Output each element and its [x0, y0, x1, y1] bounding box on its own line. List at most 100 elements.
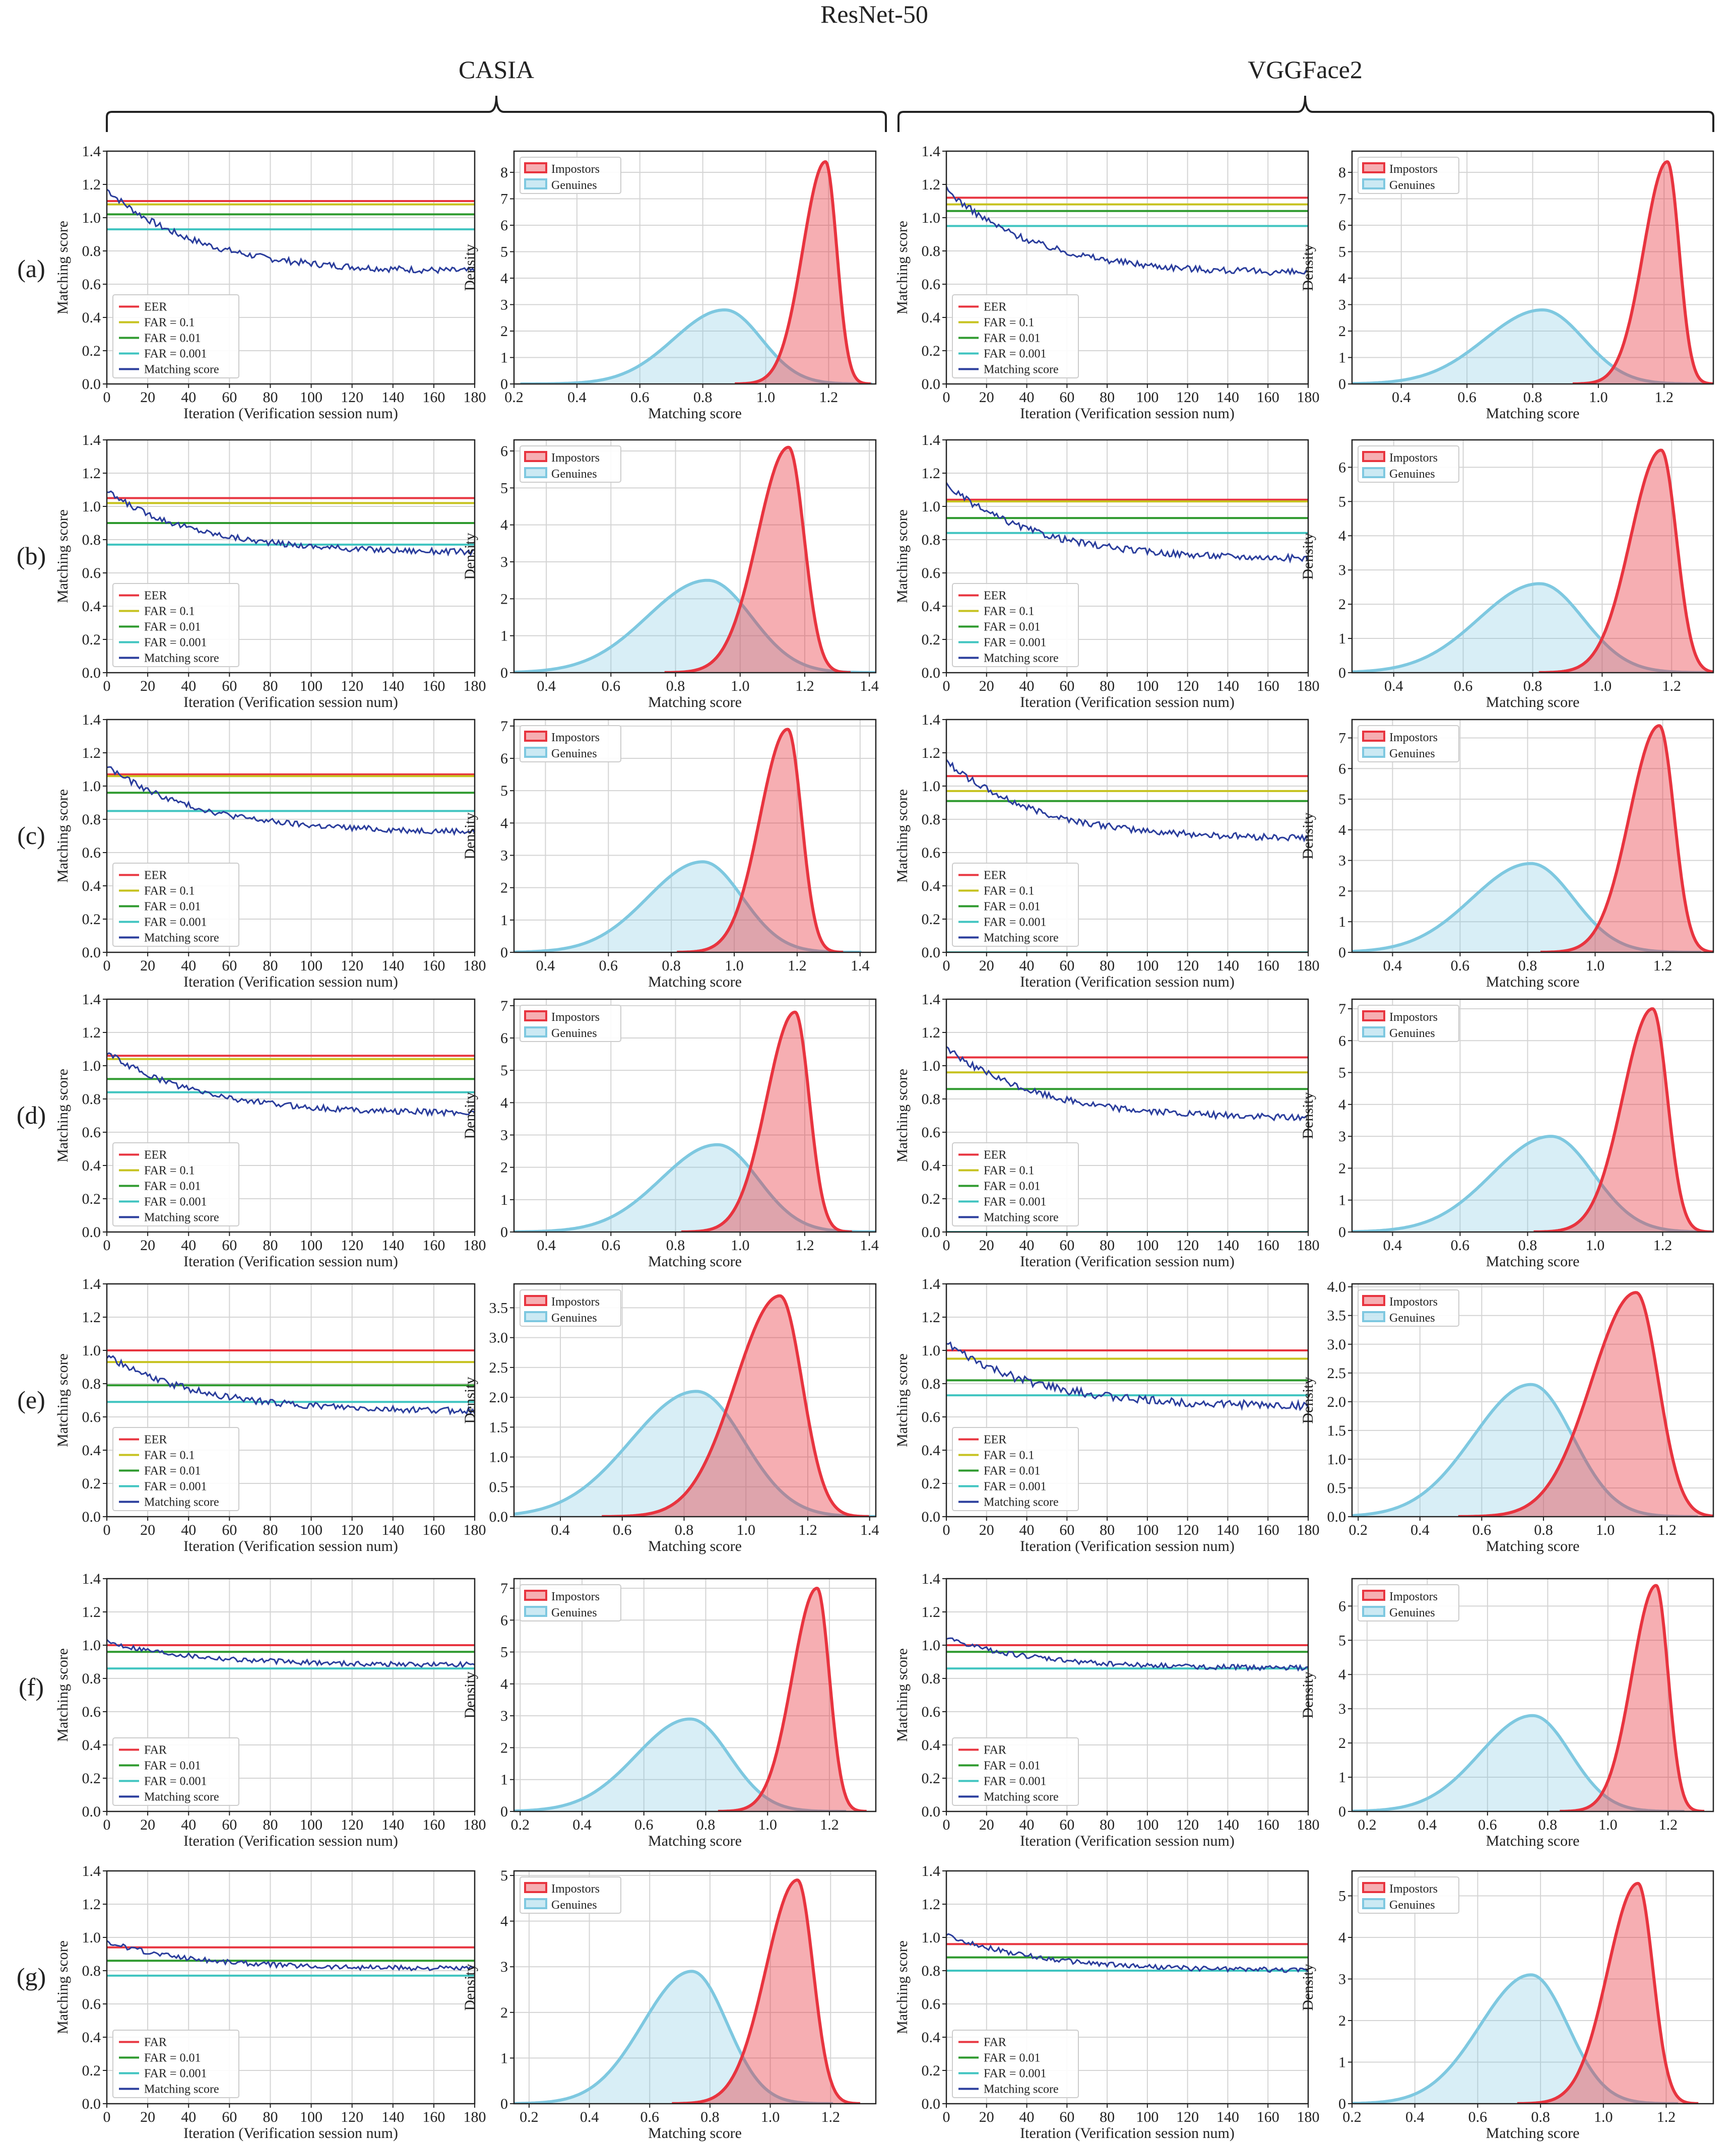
legend-swatch [1362, 1311, 1385, 1322]
plot-frame [513, 1578, 877, 1812]
x-axis-label: Matching score [648, 2125, 742, 2141]
x-axis-label: Iteration (Verification session num) [183, 1833, 398, 1849]
genuines-area [1352, 1975, 1679, 2104]
y-tick-label: 0 [1338, 1224, 1346, 1241]
legend-label: Genuines [1389, 468, 1435, 481]
x-tick-label: 0.8 [675, 1522, 694, 1538]
y-tick-label: 1.4 [922, 991, 941, 1008]
y-tick-label: 1.0 [82, 498, 101, 515]
legend-label: EER [984, 869, 1006, 882]
x-tick-label: 0 [943, 1237, 950, 1254]
plot-frame [1351, 1578, 1714, 1812]
x-tick-label: 40 [181, 678, 196, 694]
x-tick-label: 20 [140, 2109, 155, 2125]
x-tick-label: 180 [1297, 2109, 1320, 2125]
y-tick-label: 0.0 [922, 1803, 941, 1820]
genuines-area [1352, 1136, 1713, 1232]
y-tick-label: 5 [500, 1867, 508, 1884]
legend-label: Genuines [551, 179, 597, 192]
legend-label: Impostors [1389, 731, 1438, 744]
y-tick-label: 1 [500, 350, 508, 366]
row-label-c: (c) [17, 821, 45, 850]
y-tick-label: 6 [500, 1612, 508, 1629]
plot-frame [945, 1870, 1309, 2105]
matching-score-line [946, 759, 1308, 842]
x-tick-label: 0.8 [1523, 389, 1542, 406]
legend-label: Impostors [551, 1590, 600, 1603]
impostors-area [1533, 1009, 1712, 1232]
legend-label: FAR [984, 1744, 1006, 1757]
y-tick-label: 0.8 [82, 1963, 101, 1979]
legend-swatch [524, 747, 547, 758]
y-tick-label: 0.8 [922, 1963, 941, 1979]
y-tick-label: 2 [500, 880, 508, 896]
series-group [514, 728, 862, 952]
x-tick-label: 0.8 [1518, 1237, 1537, 1254]
series-group [1352, 160, 1713, 384]
x-tick-label: 0 [103, 389, 111, 406]
x-tick-label: 120 [341, 678, 363, 694]
x-tick-label: 100 [300, 678, 323, 694]
y-tick-label: 0 [1338, 1803, 1346, 1820]
y-tick-label: 1.4 [82, 1571, 101, 1587]
y-tick-label: 3 [500, 1127, 508, 1144]
y-tick-label: 3 [500, 297, 508, 313]
legend-label: FAR = 0.01 [984, 332, 1040, 345]
y-tick-label: 1.4 [922, 432, 941, 448]
x-tick-label: 140 [381, 2109, 404, 2125]
y-tick-label: 0 [500, 665, 508, 681]
y-tick-label: 0.4 [922, 878, 941, 894]
y-tick-label: 0.0 [922, 944, 941, 961]
y-tick-label: 4 [500, 815, 508, 831]
x-tick-label: 80 [263, 1816, 278, 1833]
impostors-curve [1517, 1881, 1699, 2104]
legend-label: EER [144, 1434, 167, 1447]
y-tick-label: 0.6 [82, 1124, 101, 1141]
x-tick-label: 1.0 [1593, 678, 1612, 694]
y-tick-label: 0.6 [922, 845, 941, 861]
y-tick-label: 0 [500, 2096, 508, 2112]
x-tick-label: 0.4 [537, 1237, 556, 1254]
density-chart-b-casia-density: 0.4 0.6 0.8 1.0 1.2 1.4 0 1 2 3 4 5 6 Matching score D… [462, 439, 879, 710]
y-tick-label: 1.0 [82, 778, 101, 795]
y-tick-label: 3 [1338, 1128, 1346, 1145]
x-tick-label: 20 [979, 678, 994, 694]
line-chart-f-casia-line: 0 20 40 60 80 100 120 140 160 180 0.0 0.2 0.4 0.6 0.8 1… [54, 1571, 486, 1849]
line-chart-f-vgg-line: 0 20 40 60 80 100 120 140 160 180 0.0 0.2 0.4 0.6 0.8 1… [894, 1571, 1320, 1849]
y-tick-label: 4 [1338, 822, 1346, 838]
x-tick-label: 20 [140, 389, 155, 406]
x-tick-label: 0.6 [1454, 678, 1473, 694]
x-tick-label: 0.6 [613, 1522, 632, 1538]
y-tick-label: 2.0 [489, 1389, 508, 1406]
line-chart-d-vgg-line: 0 20 40 60 80 100 120 140 160 180 0.0 0.2 0.4 0.6 0.8 1… [894, 991, 1320, 1270]
x-tick-label: 0.6 [630, 389, 650, 406]
x-tick-label: 160 [422, 1237, 445, 1254]
x-axis-label: Matching score [1486, 1833, 1580, 1849]
y-tick-label: 7 [1338, 191, 1346, 208]
line-chart-c-vgg-line: 0 20 40 60 80 100 120 140 160 180 0.0 0.2 0.4 0.6 0.8 1… [894, 711, 1320, 990]
legend-label: FAR = 0.001 [984, 1775, 1046, 1788]
legend-label: FAR = 0.1 [984, 1164, 1034, 1178]
plot-frame [945, 1578, 1309, 1812]
x-tick-label: 40 [1019, 1237, 1035, 1254]
legend-box [112, 1142, 239, 1226]
x-tick-label: 0.4 [551, 1522, 570, 1538]
matching-score-line [946, 1341, 1308, 1411]
genuines-curve [514, 1717, 847, 1811]
genuines-curve [520, 308, 872, 384]
x-tick-label: 20 [140, 1237, 155, 1254]
row-label-b: (b) [17, 542, 46, 570]
genuines-curve [514, 1390, 876, 1517]
x-tick-label: 40 [181, 1522, 196, 1538]
x-tick-label: 1.0 [737, 1522, 756, 1538]
y-tick-label: 1.4 [922, 1863, 941, 1879]
y-axis-label: Density [1300, 533, 1316, 579]
x-tick-label: 0.6 [1451, 957, 1470, 974]
y-tick-label: 1 [500, 628, 508, 644]
legend-label: FAR = 0.1 [144, 1164, 195, 1178]
legend-label: EER [144, 869, 167, 882]
x-tick-label: 0 [943, 2109, 950, 2125]
y-tick-label: 1.0 [922, 1929, 941, 1946]
y-tick-label: 2 [500, 591, 508, 607]
